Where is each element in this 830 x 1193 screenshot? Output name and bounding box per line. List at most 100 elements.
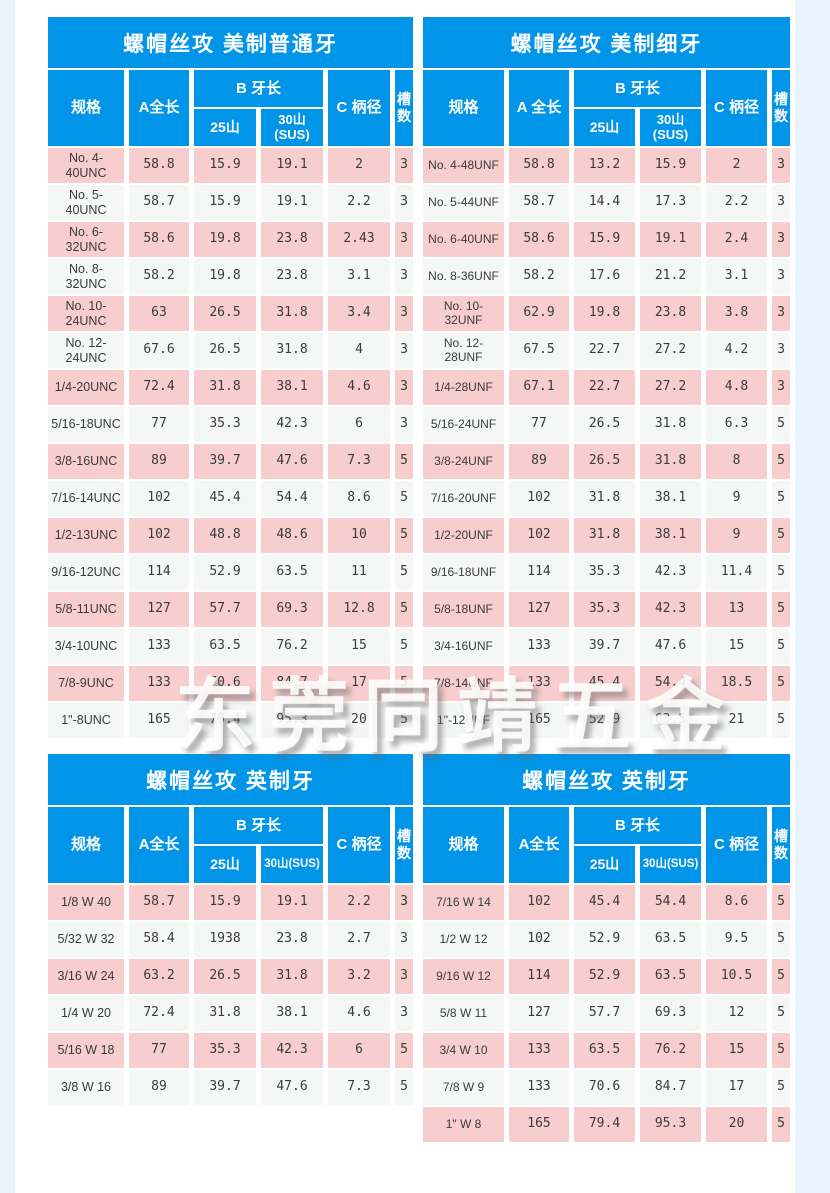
value-cell: 39.7 <box>194 444 256 479</box>
value-cell: 35.3 <box>194 407 256 442</box>
value-cell: 3.1 <box>328 259 390 294</box>
value-cell: 102 <box>509 481 569 516</box>
value-cell: 9 <box>706 518 767 553</box>
value-cell: 31.8 <box>261 333 323 368</box>
value-cell: 67.1 <box>509 370 569 405</box>
value-cell: 8 <box>706 444 767 479</box>
value-cell: 19.1 <box>261 185 323 220</box>
table-title-british-1: 螺帽丝攻 英制牙 <box>48 754 413 805</box>
value-cell: 3 <box>395 259 413 294</box>
spec-cell: 9/16-18UNF <box>423 555 504 590</box>
value-cell: 54.4 <box>261 481 323 516</box>
value-cell: 8.6 <box>706 885 767 920</box>
value-cell: 27.2 <box>640 333 701 368</box>
value-cell: 54.4 <box>640 666 701 701</box>
spec-cell: 1/4-28UNF <box>423 370 504 405</box>
value-cell: 127 <box>129 592 189 627</box>
value-cell: 18.5 <box>706 666 767 701</box>
value-cell: 63.5 <box>194 629 256 664</box>
spec-cell: No. 10-24UNC <box>48 296 124 331</box>
value-cell: 14.4 <box>574 185 635 220</box>
col-header-30peaks-sus: 30山 (SUS) <box>640 109 701 146</box>
value-cell: 31.8 <box>194 370 256 405</box>
col-header-shank-dia: C 柄径 <box>328 807 390 883</box>
spec-cell: 9/16-12UNC <box>48 555 124 590</box>
value-cell: 95.3 <box>261 703 323 738</box>
value-cell: 5 <box>395 518 413 553</box>
value-cell: 3 <box>395 885 413 920</box>
value-cell: 84.7 <box>261 666 323 701</box>
value-cell: 5 <box>772 922 790 957</box>
value-cell: 22.7 <box>574 370 635 405</box>
value-cell: 21.2 <box>640 259 701 294</box>
value-cell: 133 <box>129 666 189 701</box>
value-cell: 62.9 <box>509 296 569 331</box>
value-cell: 5 <box>395 592 413 627</box>
value-cell: 20 <box>706 1107 767 1142</box>
value-cell: 77 <box>129 1033 189 1068</box>
value-cell: 2.43 <box>328 222 390 257</box>
value-cell: 23.8 <box>640 296 701 331</box>
value-cell: 26.5 <box>194 959 256 994</box>
value-cell: 6.3 <box>706 407 767 442</box>
value-cell: 63.5 <box>640 703 701 738</box>
spec-cell: 1/2-13UNC <box>48 518 124 553</box>
value-cell: 7.3 <box>328 444 390 479</box>
value-cell: 31.8 <box>640 444 701 479</box>
value-cell: 52.9 <box>574 959 635 994</box>
value-cell: 31.8 <box>640 407 701 442</box>
value-cell: 15.9 <box>194 185 256 220</box>
value-cell: 58.2 <box>509 259 569 294</box>
table-title-british-2: 螺帽丝攻 英制牙 <box>423 754 790 805</box>
spec-cell: 7/8-9UNC <box>48 666 124 701</box>
value-cell: 2 <box>328 148 390 183</box>
spec-table-british-1: 规格 A全长 B 牙长 25山 30山(SUS) C 柄径 槽数 1/8 W 4… <box>48 807 413 1105</box>
spec-cell: 1/4-20UNC <box>48 370 124 405</box>
value-cell: 7.3 <box>328 1070 390 1105</box>
spec-cell: 3/4 W 10 <box>423 1033 504 1068</box>
value-cell: 3 <box>772 333 790 368</box>
value-cell: 5 <box>772 518 790 553</box>
col-header-shank-dia: C 柄径 <box>706 70 767 146</box>
value-cell: 10.5 <box>706 959 767 994</box>
value-cell: 5 <box>772 1070 790 1105</box>
col-header-shank-dia: C 柄径 <box>706 807 767 883</box>
value-cell: 45.4 <box>574 666 635 701</box>
value-cell: 19.1 <box>261 148 323 183</box>
value-cell: 8.6 <box>328 481 390 516</box>
value-cell: 76.2 <box>261 629 323 664</box>
value-cell: 102 <box>509 922 569 957</box>
value-cell: 17.6 <box>574 259 635 294</box>
spec-table-us-fine: 规格 A 全长 B 牙长 25山 30山 (SUS) C 柄径 槽数 No. 4… <box>423 70 790 738</box>
value-cell: 4.6 <box>328 996 390 1031</box>
page-left-margin <box>0 0 15 1193</box>
value-cell: 3 <box>395 333 413 368</box>
value-cell: 102 <box>129 481 189 516</box>
value-cell: 52.9 <box>194 555 256 590</box>
spec-cell: 5/16-18UNC <box>48 407 124 442</box>
value-cell: 84.7 <box>640 1070 701 1105</box>
value-cell: 27.2 <box>640 370 701 405</box>
value-cell: 58.8 <box>509 148 569 183</box>
value-cell: 4.2 <box>706 333 767 368</box>
value-cell: 15.9 <box>640 148 701 183</box>
value-cell: 19.1 <box>640 222 701 257</box>
value-cell: 47.6 <box>261 1070 323 1105</box>
value-cell: 5 <box>395 1033 413 1068</box>
value-cell: 35.3 <box>194 1033 256 1068</box>
value-cell: 1938 <box>194 922 256 957</box>
value-cell: 5 <box>395 481 413 516</box>
spec-cell: No. 8-32UNC <box>48 259 124 294</box>
value-cell: 2.2 <box>328 185 390 220</box>
col-header-flutes: 槽数 <box>395 70 413 146</box>
spec-sheet: 螺帽丝攻 美制普通牙 规格 A全长 B 牙长 25山 30山 (SUS) C 柄… <box>48 17 790 1142</box>
col-header-spec: 规格 <box>48 807 124 883</box>
value-cell: 76.2 <box>640 1033 701 1068</box>
col-header-30peaks-sus: 30山 (SUS) <box>261 109 323 146</box>
value-cell: 133 <box>509 1033 569 1068</box>
value-cell: 38.1 <box>640 481 701 516</box>
value-cell: 39.7 <box>194 1070 256 1105</box>
left-column: 螺帽丝攻 美制普通牙 规格 A全长 B 牙长 25山 30山 (SUS) C 柄… <box>48 17 413 1142</box>
value-cell: 9.5 <box>706 922 767 957</box>
value-cell: 4.8 <box>706 370 767 405</box>
